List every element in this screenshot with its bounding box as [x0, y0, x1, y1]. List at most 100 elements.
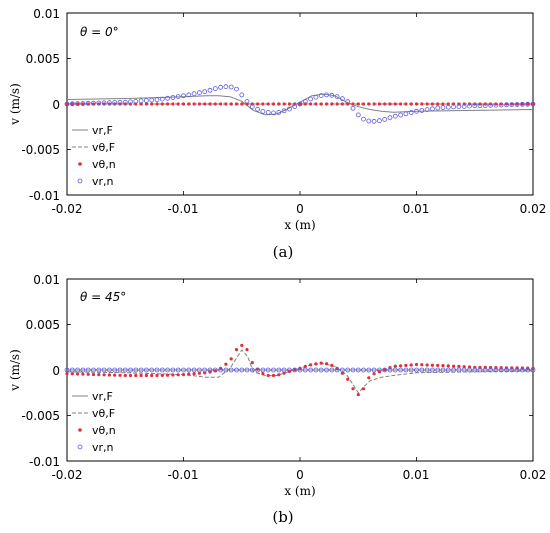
series-point-vrn [419, 367, 425, 373]
series-point-vn [383, 102, 387, 106]
data-marks [64, 278, 536, 462]
y-tick-labels: 0.01 0.005 0 -0.005 -0.01 [21, 273, 60, 469]
series-point-vrn [218, 367, 224, 373]
series-point-vrn [414, 108, 419, 114]
series-point-vn [197, 102, 201, 106]
series-point-vrn [265, 110, 271, 115]
series-point-vrn [292, 104, 298, 109]
series-point-vrn [429, 106, 435, 112]
x-tick-label: -0.01 [167, 202, 198, 216]
x-tick-label: 0.01 [403, 202, 430, 216]
series-point-vn [367, 376, 371, 380]
series-point-vn [520, 102, 525, 106]
series-point-vrn [260, 367, 266, 373]
series-point-vrn [149, 367, 155, 373]
series-point-vrn [276, 367, 282, 373]
y-tick-label: 0.005 [26, 318, 60, 332]
series-point-vrn [69, 367, 75, 373]
series-point-vrn [350, 367, 356, 373]
panel-caption: (a) [273, 243, 294, 261]
series-point-vrn [498, 367, 504, 373]
series-point-vrn [419, 108, 425, 113]
series-point-vrn [133, 99, 139, 104]
series-point-vn [81, 102, 85, 106]
series-point-vn [150, 102, 154, 106]
series-point-vn [203, 102, 207, 106]
series-point-vrn [165, 367, 171, 373]
series-point-vn [102, 373, 106, 377]
x-tick-label: 0.02 [520, 202, 547, 216]
series-point-vn [340, 102, 344, 106]
series-point-vrn [181, 93, 186, 99]
series-point-vrn [467, 103, 472, 109]
y-tick-label: -0.01 [29, 455, 60, 469]
series-point-vrn [234, 367, 239, 373]
series-point-vn [171, 102, 175, 106]
y-tick-label: -0.005 [21, 143, 60, 157]
series-point-vrn [64, 101, 70, 107]
series-point-vn [346, 377, 350, 381]
series-point-vrn [440, 105, 446, 110]
series-point-vn [266, 102, 270, 106]
series-point-vn [425, 363, 429, 367]
y-tick-label: -0.005 [21, 409, 60, 423]
series-point-vn [70, 102, 74, 106]
series-point-vn [430, 363, 434, 367]
series-point-vrn [451, 104, 457, 110]
series-point-vn [404, 363, 408, 367]
series-point-vrn [202, 367, 208, 373]
series-point-vrn [154, 97, 160, 103]
series-point-vn [441, 364, 445, 368]
series-point-vrn [91, 367, 96, 373]
series-point-vrn [159, 96, 165, 102]
panel-caption: (b) [272, 508, 293, 526]
series-point-vrn [472, 103, 478, 109]
series-point-vrn [345, 367, 351, 373]
series-point-vrn [456, 104, 462, 109]
y-tick-label: 0.01 [33, 7, 60, 21]
series-point-vrn [196, 90, 202, 96]
series-point-vrn [122, 99, 128, 105]
series-point-vn [361, 102, 366, 106]
series-point-vn [181, 373, 186, 377]
series-point-vrn [207, 367, 213, 373]
series-point-vn [113, 373, 117, 377]
series-point-vn [515, 102, 519, 106]
series-point-vn [335, 102, 339, 106]
y-tick-labels: 0.01 0.005 0 -0.005 -0.01 [21, 7, 60, 203]
series-point-vrn [398, 367, 404, 373]
series-point-vrn [170, 95, 176, 100]
series-point-vn [409, 363, 413, 367]
series-point-vrn [324, 92, 329, 98]
series-point-vrn [75, 367, 80, 373]
series-point-vn [150, 373, 154, 378]
series-point-vn [409, 102, 413, 106]
series-point-vn [340, 371, 344, 375]
series-point-vrn [329, 92, 335, 98]
series-point-vn [330, 363, 334, 367]
series-point-vn [134, 373, 138, 378]
series-point-vn [113, 102, 117, 106]
series-point-vn [160, 373, 164, 377]
series-point-vn [224, 102, 228, 106]
series-point-vrn [451, 367, 457, 373]
series-point-vrn [191, 367, 197, 373]
series-point-vrn [128, 367, 133, 373]
series-point-vn [271, 102, 276, 106]
series-point-vn [277, 373, 281, 377]
series-point-vn [298, 102, 302, 106]
series-point-vrn [297, 367, 303, 373]
series-point-vn [425, 102, 429, 106]
series-point-vrn [429, 367, 435, 373]
series-point-vn [250, 361, 254, 365]
series-point-vrn [355, 112, 361, 118]
series-point-vrn [403, 367, 409, 373]
series-point-vrn [186, 367, 192, 373]
angle-annotation: θ = 0° [80, 25, 119, 39]
series-point-vrn [514, 102, 520, 107]
series-point-vrn [424, 367, 430, 373]
series-point-vrn [170, 367, 176, 373]
legend-label-vr-F: vr,F [92, 390, 113, 403]
series-point-vn [420, 102, 424, 106]
series-point-vrn [371, 118, 377, 124]
